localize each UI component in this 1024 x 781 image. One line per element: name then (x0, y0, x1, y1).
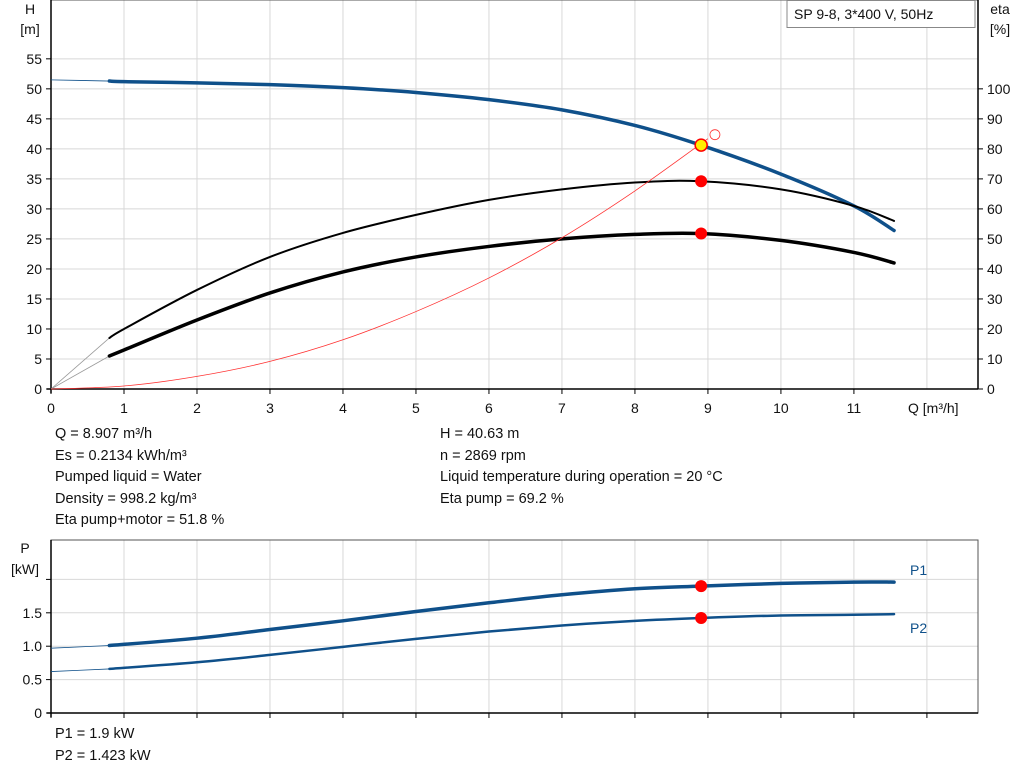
y2-tick-label: 100 (987, 81, 1011, 97)
system-curve-end-marker (709, 129, 721, 141)
x-tick-label: 5 (412, 400, 420, 416)
p-axis-unit: [kW] (11, 561, 39, 577)
y-tick-label: 55 (26, 51, 42, 67)
system-curve (50, 138, 709, 390)
p1-curve (107, 580, 896, 648)
eta-pump-motor-curve (107, 231, 896, 358)
x-tick-label: 10 (773, 400, 789, 416)
x-tick-label: 6 (485, 400, 493, 416)
info-left: Q = 8.907 m³/h Es = 0.2134 kWh/m³ Pumped… (55, 424, 224, 532)
p2-curve (108, 612, 896, 671)
info-flow: Q = 8.907 m³/h (55, 426, 153, 442)
head-duty-point (694, 138, 708, 152)
legend-box (786, 0, 976, 28)
h-axis-unit: [m] (20, 21, 39, 37)
q-axis-label: Q [m³/h] (908, 400, 959, 416)
y-tick-label: 1.5 (23, 605, 43, 621)
y-tick-label: 35 (26, 171, 42, 187)
info-p2: P2 = 1.423 kW (55, 747, 151, 764)
info-density: Density = 998.2 kg/m³ (55, 490, 197, 507)
power-chart: 0 0.5 1.0 1.5 (23, 539, 979, 721)
p1-curve-label: P1 (910, 562, 927, 578)
x-tick-label: 2 (193, 400, 201, 416)
x-tick-label: 4 (339, 400, 347, 416)
x-tick-label: 11 (847, 400, 862, 416)
y-tick-label: 20 (26, 261, 42, 277)
y2-tick-label: 30 (987, 291, 1003, 307)
plot-frame (50, 539, 979, 714)
p2-curve-label: P2 (910, 620, 927, 636)
legend-text: SP 9-8, 3*400 V, 50Hz (794, 6, 933, 22)
y2-tick-label: 40 (987, 261, 1003, 277)
y-tick-label: 10 (26, 321, 42, 337)
y2-tick-label: 80 (987, 141, 1003, 157)
info-es: Es = 0.2134 kWh/m³ (55, 447, 187, 464)
x-tick-label: 1 (120, 400, 128, 416)
info-liquid: Pumped liquid = Water (55, 469, 202, 485)
y-tick-label: 0.5 (23, 672, 43, 688)
y-tick-label: 50 (26, 81, 42, 97)
y2-tick-label: 70 (987, 171, 1003, 187)
x-tick-label: 8 (631, 400, 639, 416)
x-tick-label: 9 (704, 400, 712, 416)
y-tick-label: 45 (26, 111, 42, 127)
eta-axis-unit: [%] (990, 21, 1010, 37)
info-right: H = 40.63 m n = 2869 rpm Liquid temperat… (440, 424, 723, 510)
y2-tick-label: 20 (987, 321, 1003, 337)
info-temp: Liquid temperature during operation = 20… (440, 469, 723, 485)
eta-pump-curve (108, 179, 896, 339)
power-info: P1 = 1.9 kW P2 = 1.423 kW (55, 724, 151, 767)
p1-duty-point (695, 580, 708, 593)
y-tick-label: 25 (26, 231, 42, 247)
p2-thin-extension (50, 668, 110, 672)
x-tick-label: 7 (558, 400, 566, 416)
eta-axis-label: eta (990, 1, 1010, 17)
p-axis-label: P (20, 540, 29, 556)
eta-pump-motor-thin-extension (50, 355, 110, 390)
y-tick-label: 40 (26, 141, 42, 157)
eta-pump-duty-point (695, 175, 708, 188)
h-curve (107, 79, 896, 233)
y2-tick-label: 90 (987, 111, 1003, 127)
y-tick-label: 0 (34, 381, 42, 397)
x-tick-label: 0 (47, 400, 55, 416)
y-tick-label: 5 (34, 351, 42, 367)
y2-tick-label: 0 (987, 381, 995, 397)
info-speed: n = 2869 rpm (440, 447, 526, 464)
p1-thin-extension (50, 645, 110, 649)
info-eta-pump: Eta pump = 69.2 % (440, 490, 564, 507)
y-tick-label: 0 (34, 705, 42, 721)
info-head: H = 40.63 m (440, 426, 520, 442)
x-tick-label: 3 (266, 400, 274, 416)
info-p1: P1 = 1.9 kW (55, 726, 135, 742)
y2-tick-label: 50 (987, 231, 1003, 247)
p2-duty-point (695, 611, 708, 624)
h-thin-extension (50, 79, 110, 82)
y-tick-label: 15 (26, 291, 42, 307)
y2-tick-label: 10 (987, 351, 1003, 367)
y-tick-label: 1.0 (23, 638, 43, 654)
y2-tick-label: 60 (987, 201, 1003, 217)
eta-total-duty-point (695, 227, 708, 240)
y-tick-label: 30 (26, 201, 42, 217)
h-axis-label: H (25, 1, 35, 17)
info-eta-total: Eta pump+motor = 51.8 % (55, 512, 225, 528)
eta-pump-thin-extension (50, 337, 110, 390)
